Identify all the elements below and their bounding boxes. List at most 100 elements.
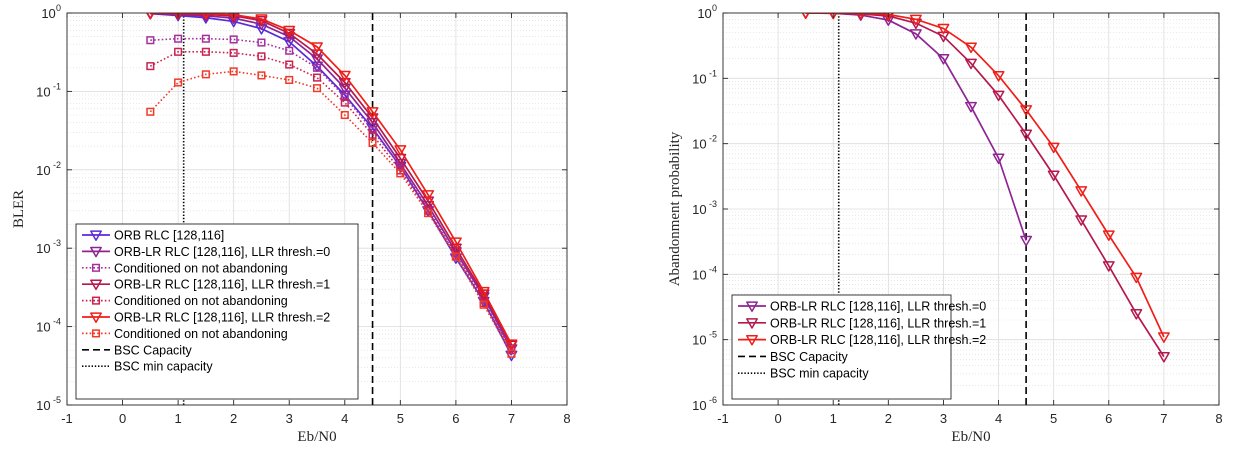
y-tick-base: 10 bbox=[692, 333, 706, 348]
legend-label: BSC min capacity bbox=[770, 367, 869, 381]
data-point bbox=[340, 92, 349, 101]
data-point bbox=[283, 25, 296, 37]
data-point bbox=[479, 300, 488, 309]
legend-marker bbox=[746, 334, 758, 346]
legend-label: ORB-LR RLC [128,116], LLR thresh.=0 bbox=[770, 300, 986, 314]
y-tick-exponent: -2 bbox=[709, 134, 717, 144]
data-point bbox=[285, 60, 294, 69]
data-region bbox=[801, 13, 1170, 405]
data-point bbox=[255, 14, 268, 25]
data-point bbox=[340, 110, 349, 120]
y-tick-base: 10 bbox=[36, 163, 50, 178]
data-point bbox=[1157, 332, 1170, 343]
y-axis-label: Abandonment probability bbox=[667, 131, 683, 286]
y-tick-base: 10 bbox=[36, 84, 50, 99]
data-point bbox=[174, 34, 183, 43]
y-tick-base: 10 bbox=[692, 71, 706, 86]
series-line bbox=[149, 70, 513, 355]
data-point bbox=[909, 14, 922, 26]
y-tick-base: 10 bbox=[692, 398, 706, 413]
y-tick-exponent: -4 bbox=[709, 264, 717, 274]
y-tick-exponent: -6 bbox=[709, 395, 717, 405]
legend-label: ORB-LR RLC [128,116], LLR thresh.=1 bbox=[114, 278, 330, 292]
y-tick-base: 10 bbox=[697, 6, 711, 21]
x-tick-label: 6 bbox=[452, 411, 459, 426]
data-point bbox=[992, 70, 1005, 82]
data-point bbox=[201, 47, 210, 56]
data-point bbox=[449, 237, 462, 248]
data-point bbox=[229, 48, 238, 57]
x-tick-label: 5 bbox=[397, 411, 404, 426]
data-point bbox=[229, 35, 238, 44]
y-tick-exponent: 0 bbox=[712, 3, 717, 13]
y-tick-exponent: -3 bbox=[709, 199, 717, 209]
data-point bbox=[285, 75, 294, 84]
data-point bbox=[801, 13, 810, 19]
x-tick-label: 3 bbox=[940, 411, 947, 426]
legend-label: ORB-LR RLC [128,116], LLR thresh.=1 bbox=[770, 316, 986, 330]
data-point bbox=[146, 62, 155, 71]
series-line bbox=[805, 13, 1165, 338]
data-point bbox=[937, 54, 950, 65]
data-point bbox=[174, 13, 183, 20]
legend: ORB-LR RLC [128,116], LLR thresh.=0 ORB-L… bbox=[731, 294, 986, 400]
x-tick-label: 0 bbox=[119, 411, 126, 426]
data-point bbox=[312, 84, 322, 93]
legend-marker bbox=[746, 301, 758, 312]
series-line bbox=[150, 13, 513, 345]
y-tick-base: 10 bbox=[36, 241, 50, 256]
y-tick-base: 10 bbox=[692, 267, 706, 282]
x-tick-label: 2 bbox=[885, 411, 892, 426]
legend-marker bbox=[90, 230, 102, 241]
x-tick-label: 8 bbox=[563, 411, 570, 426]
x-tick-label: 7 bbox=[1160, 411, 1167, 426]
data-point bbox=[1102, 230, 1115, 241]
x-tick-label: 8 bbox=[1215, 411, 1222, 426]
data-point bbox=[1020, 105, 1033, 116]
data-point bbox=[255, 15, 268, 27]
y-tick-exponent: -2 bbox=[53, 160, 61, 170]
data-point bbox=[146, 107, 155, 116]
data-point bbox=[174, 78, 183, 87]
data-point bbox=[283, 28, 296, 40]
legend-label: Conditioned on not abandoning bbox=[114, 294, 288, 308]
legend-item: Conditioned on not abandoning bbox=[82, 261, 288, 275]
y-tick-exponent: -1 bbox=[709, 68, 717, 78]
legend-item: ORB RLC [128,116] bbox=[82, 229, 224, 243]
legend-item: ORB-LR RLC [128,116], LLR thresh.=0 bbox=[738, 300, 986, 314]
legend-label: Conditioned on not abandoning bbox=[114, 327, 288, 341]
data-point bbox=[340, 98, 349, 107]
x-tick-label: 4 bbox=[341, 411, 348, 426]
data-point bbox=[1130, 309, 1143, 320]
data-point bbox=[1075, 186, 1088, 197]
data-point bbox=[146, 13, 155, 19]
y-tick-exponent: 0 bbox=[56, 3, 61, 13]
data-point bbox=[909, 29, 922, 40]
data-point bbox=[366, 113, 379, 124]
data-point bbox=[396, 169, 405, 178]
data-point bbox=[882, 13, 894, 22]
legend-box bbox=[75, 223, 359, 400]
x-tick-label: 6 bbox=[1105, 411, 1112, 426]
legend-item: BSC min capacity bbox=[738, 367, 869, 381]
data-point bbox=[856, 13, 865, 20]
data-point bbox=[201, 34, 210, 43]
data-point bbox=[312, 63, 322, 72]
legend-marker bbox=[91, 296, 101, 305]
data-point bbox=[1075, 215, 1088, 226]
data-point bbox=[1047, 170, 1060, 182]
data-point bbox=[257, 38, 266, 47]
legend-label: BSC min capacity bbox=[114, 360, 213, 374]
legend-item: ORB-LR RLC [128,116], LLR thresh.=2 bbox=[82, 311, 330, 325]
y-tick-exponent: -5 bbox=[53, 395, 61, 405]
legend-marker bbox=[90, 312, 102, 323]
legend-marker bbox=[91, 263, 101, 272]
series-6 bbox=[146, 13, 518, 350]
legend-marker bbox=[91, 329, 101, 338]
data-point bbox=[422, 190, 435, 201]
data-point bbox=[937, 23, 950, 35]
data-point bbox=[285, 46, 294, 55]
data-point bbox=[257, 71, 266, 80]
y-tick-exponent: -1 bbox=[53, 81, 61, 91]
